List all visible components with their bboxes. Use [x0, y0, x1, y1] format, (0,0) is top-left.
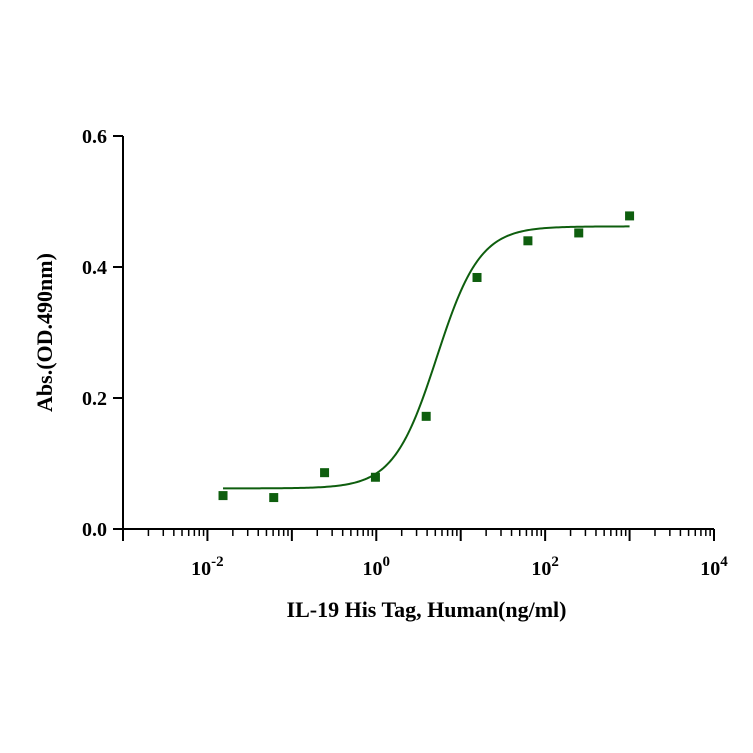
y-ticks: 0.0 0.2 0.4 0.6 — [82, 126, 123, 541]
x-tick-label: 100 — [363, 554, 391, 580]
x-tick-label: 102 — [531, 554, 559, 580]
fit-curve — [223, 225, 630, 490]
x-ticks: 10-2 100 102 104 — [122, 529, 728, 580]
data-point — [218, 491, 228, 501]
data-point — [574, 228, 584, 238]
data-point — [370, 472, 380, 482]
x-axis-title: IL-19 His Tag, Human(ng/ml) — [287, 597, 567, 622]
data-point — [320, 468, 330, 478]
x-tick-label: 10-2 — [191, 554, 224, 580]
data-points — [218, 211, 635, 503]
axes — [122, 136, 714, 530]
y-tick-label: 0.4 — [82, 257, 107, 279]
x-tick-label: 104 — [700, 554, 728, 580]
data-point — [625, 211, 635, 221]
fit-curve-layer — [223, 225, 630, 490]
y-axis-title: Abs.(OD.490nm) — [32, 253, 57, 412]
data-point — [523, 236, 533, 246]
data-point — [472, 272, 482, 282]
y-tick-label: 0.6 — [82, 126, 107, 148]
data-point — [269, 493, 279, 503]
y-tick-label: 0.0 — [82, 519, 107, 541]
data-point — [421, 411, 431, 421]
y-tick-label: 0.2 — [82, 388, 107, 410]
